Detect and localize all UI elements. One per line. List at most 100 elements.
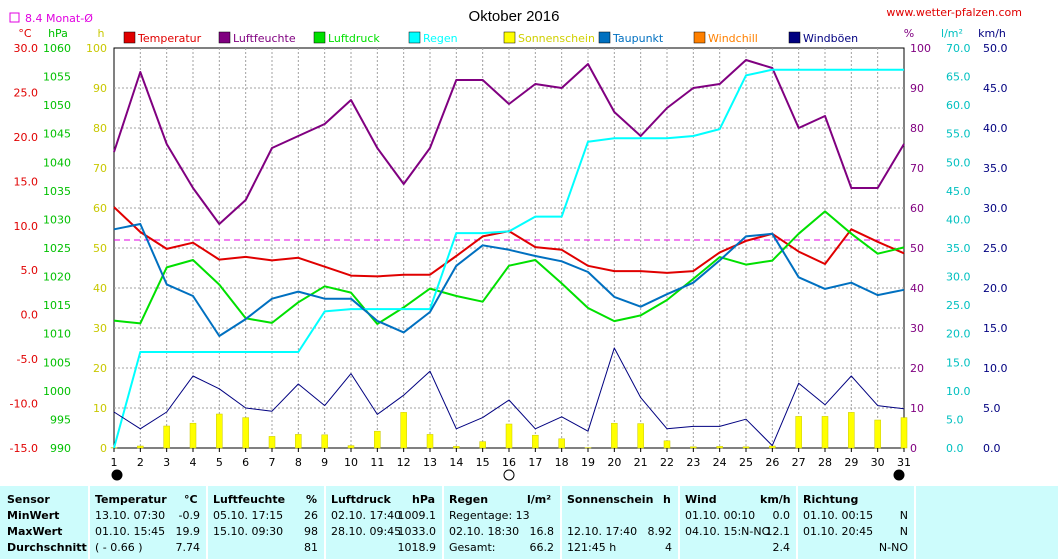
tick-label-humidity: 60 xyxy=(910,202,924,215)
tick-label-sun: 0 xyxy=(100,442,107,455)
wind-min-time: 01.10. 00:10 xyxy=(685,509,756,522)
tick-label-x: 10 xyxy=(344,456,358,469)
tick-label-humidity: 30 xyxy=(910,322,924,335)
dir-avg-val: N-NO xyxy=(878,541,908,554)
sun-header: Sonnenschein xyxy=(567,493,654,506)
tick-label-humidity: 100 xyxy=(910,42,931,55)
press-unit: hPa xyxy=(412,493,436,506)
tick-label-x: 15 xyxy=(476,456,490,469)
dir-header: Richtung xyxy=(803,493,859,506)
tick-label-x: 8 xyxy=(295,456,302,469)
sun-max-time: 12.10. 17:40 xyxy=(567,525,638,538)
rain-max-val: 16.8 xyxy=(529,525,555,538)
sunshine-bar xyxy=(242,417,249,449)
tick-label-pressure: 1040 xyxy=(43,156,71,169)
tick-label-humidity: 0 xyxy=(910,442,917,455)
tick-label-sun: 90 xyxy=(93,82,107,95)
tick-label-temp: -15.0 xyxy=(10,442,38,455)
sunshine-bar xyxy=(611,422,618,449)
sunshine-bar xyxy=(189,422,197,449)
sunshine-bar xyxy=(426,434,434,449)
tick-label-rain: 50.0 xyxy=(946,156,971,169)
tick-label-x: 23 xyxy=(686,456,700,469)
tick-label-x: 24 xyxy=(713,456,727,469)
sunshine-bars xyxy=(110,412,908,449)
row-label-avg: Durchschnitt xyxy=(7,541,87,554)
tick-label-rain: 25.0 xyxy=(946,299,971,312)
press-max-time: 28.10. 09:45 xyxy=(331,525,402,538)
sunshine-bar xyxy=(400,412,407,449)
unit-sun: h xyxy=(98,27,105,40)
axes: 30.025.020.015.010.05.00.0-5.0-10.0-15.0… xyxy=(10,42,1008,481)
legend-label: Temperatur xyxy=(137,32,202,45)
sunshine-bar xyxy=(163,425,170,449)
tick-label-temp: -5.0 xyxy=(17,353,38,366)
legend-swatch xyxy=(598,31,611,44)
rain-max-time: 02.10. 18:30 xyxy=(449,525,520,538)
hum-min-time: 05.10. 17:15 xyxy=(213,509,284,522)
tick-label-pressure: 1030 xyxy=(43,213,71,226)
tick-label-pressure: 1055 xyxy=(43,71,71,84)
sunshine-bar xyxy=(716,446,723,449)
tick-label-x: 28 xyxy=(818,456,832,469)
tick-label-sun: 10 xyxy=(93,402,107,415)
legend-swatch xyxy=(218,31,231,44)
legend-swatch xyxy=(408,31,421,44)
sunshine-bar xyxy=(690,446,697,449)
wind-max-val: 12.1 xyxy=(765,525,791,538)
sun-total: 121:45 h xyxy=(567,541,617,554)
tick-label-rain: 65.0 xyxy=(946,71,971,84)
rain-unit: l/m² xyxy=(527,493,552,506)
tick-label-x: 27 xyxy=(792,456,806,469)
tick-label-x: 14 xyxy=(449,456,463,469)
sunshine-bar xyxy=(848,412,855,449)
tick-label-pressure: 1035 xyxy=(43,185,71,198)
temp-max-val: 19.9 xyxy=(175,525,201,538)
tick-label-x: 18 xyxy=(555,456,569,469)
tick-label-x: 9 xyxy=(321,456,328,469)
tick-label-rain: 20.0 xyxy=(946,328,971,341)
tick-label-pressure: 1015 xyxy=(43,299,71,312)
temp-min-val: -0.9 xyxy=(178,509,200,522)
tick-label-pressure: 1000 xyxy=(43,385,71,398)
tick-label-wind: 10.0 xyxy=(983,362,1008,375)
tick-label-x: 2 xyxy=(137,456,144,469)
tick-label-x: 11 xyxy=(370,456,384,469)
wind-unit: km/h xyxy=(760,493,791,506)
tick-label-temp: 0.0 xyxy=(21,309,39,322)
tick-label-x: 26 xyxy=(765,456,779,469)
sunshine-bar xyxy=(137,445,144,449)
press-max-val: 1033.0 xyxy=(397,525,437,538)
tick-label-pressure: 1045 xyxy=(43,128,71,141)
tick-label-wind: 5.0 xyxy=(983,402,1001,415)
rain-days: Regentage: 13 xyxy=(449,509,530,522)
legend-label: Taupunkt xyxy=(612,32,664,45)
temp-min-time: 13.10. 07:30 xyxy=(95,509,166,522)
monthly-avg-label: 8.4 Monat-Ø xyxy=(25,12,93,25)
tick-label-temp: -10.0 xyxy=(10,398,38,411)
tick-label-pressure: 1050 xyxy=(43,99,71,112)
unit-wind: km/h xyxy=(978,27,1006,40)
tick-label-x: 20 xyxy=(607,456,621,469)
tick-label-rain: 60.0 xyxy=(946,99,971,112)
sunshine-bar xyxy=(216,413,223,449)
sunshine-bar xyxy=(637,423,644,449)
tick-label-sun: 60 xyxy=(93,202,107,215)
sunshine-bar xyxy=(795,416,802,449)
press-header: Luftdruck xyxy=(331,493,391,506)
website-link[interactable]: www.wetter-pfalzen.com xyxy=(886,6,1022,19)
sunshine-bar xyxy=(321,434,328,449)
tick-label-pressure: 1020 xyxy=(43,271,71,284)
hum-unit: % xyxy=(306,493,318,506)
row-label-sensor: Sensor xyxy=(7,493,50,506)
tick-label-pressure: 1060 xyxy=(43,42,71,55)
tick-label-wind: 20.0 xyxy=(983,282,1008,295)
tick-label-wind: 15.0 xyxy=(983,322,1008,335)
hum-max-val: 98 xyxy=(304,525,318,538)
chart-title: Oktober 2016 xyxy=(469,8,560,25)
sunshine-bar xyxy=(453,446,460,449)
sunshine-bar xyxy=(268,436,276,449)
tick-label-humidity: 10 xyxy=(910,402,924,415)
tick-label-x: 19 xyxy=(581,456,595,469)
tick-label-rain: 10.0 xyxy=(946,385,971,398)
